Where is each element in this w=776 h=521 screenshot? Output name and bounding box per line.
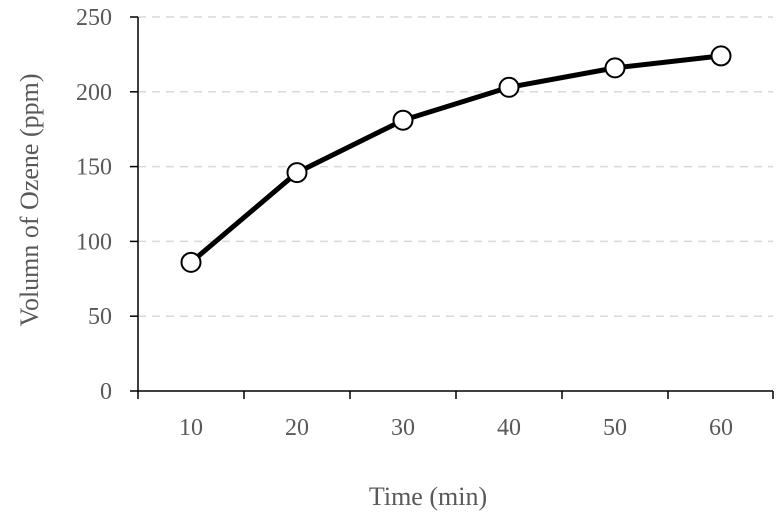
axes xyxy=(137,17,773,392)
data-point-40 xyxy=(498,76,520,98)
y-tick-label-200: 200 xyxy=(76,80,112,106)
data-point-30 xyxy=(392,109,414,131)
x-tick-label-60: 60 xyxy=(709,415,733,441)
y-tick-label-0: 0 xyxy=(100,379,112,405)
x-tick-label-20: 20 xyxy=(285,415,309,441)
y-tick-label-50: 50 xyxy=(88,304,112,330)
series-line xyxy=(189,53,722,265)
series xyxy=(180,45,732,273)
x-tick-label-40: 40 xyxy=(497,415,521,441)
y-tick-label-150: 150 xyxy=(76,155,112,181)
gridlines xyxy=(138,16,773,317)
data-point-20 xyxy=(286,162,308,184)
x-tick-label-50: 50 xyxy=(603,415,627,441)
data-point-60 xyxy=(710,45,732,67)
y-tick-label-250: 250 xyxy=(76,5,112,31)
data-point-50 xyxy=(604,57,626,79)
data-point-10 xyxy=(180,251,202,273)
y-axis-title: Volumn of Ozene (ppm) xyxy=(15,74,44,327)
y-tick-label-100: 100 xyxy=(76,229,112,255)
x-tick-label-10: 10 xyxy=(179,415,203,441)
y-tick-labels: 0 50 100 150 200 250 xyxy=(76,5,112,405)
x-tick-label-30: 30 xyxy=(391,415,415,441)
x-axis-title: Time (min) xyxy=(369,482,487,511)
tick-marks xyxy=(130,16,774,399)
x-tick-labels: 10 20 30 40 50 60 xyxy=(179,415,733,441)
series-markers xyxy=(180,45,732,273)
